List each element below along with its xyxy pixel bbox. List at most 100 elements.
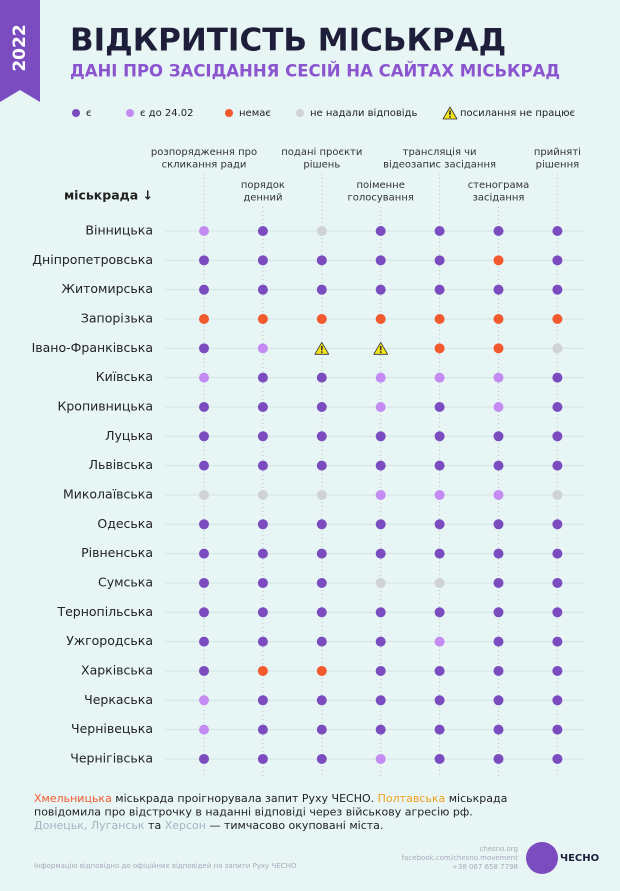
column-header: розпорядження про [151,147,257,158]
column-header: голосування [347,193,413,204]
status-dot [493,548,504,559]
status-dot [199,284,209,295]
status-dot [316,665,327,676]
status-dot [493,489,504,500]
status-dot [316,548,327,559]
contact: chesno.org [479,845,518,853]
note-segment: повідомила про відстрочку в наданні відп… [34,806,473,819]
status-dot [434,401,445,412]
contact: +38 067 658 7798 [452,863,518,871]
status-dot [199,226,209,236]
status-dot [199,343,209,354]
status-dot [257,753,268,764]
status-dot [199,753,209,764]
row-label: Чернівецька [71,721,153,736]
status-dot [434,548,445,559]
status-dot [375,489,386,500]
status-dot [552,313,563,324]
row-label: Одеська [97,516,153,531]
note-segment: та [145,819,165,832]
status-dot [316,753,327,764]
note: Хмельницька міськрада проігнорувала запи… [34,792,507,805]
column-header: прийняті [534,146,581,158]
status-dot [434,460,445,471]
status-dot [257,226,268,236]
row-label: Чернігівська [70,750,153,765]
status-dot [552,577,563,588]
note-segment: Херсон [165,819,206,832]
status-dot [316,607,327,618]
status-dot [434,636,445,647]
row-label: Житомирська [62,281,153,296]
row-label: Черкаська [84,692,153,707]
note-segment: Донецьк, Луганськ [34,819,145,832]
status-dot [316,401,327,412]
status-dot [375,431,386,442]
status-dot [199,372,209,383]
status-dot [257,401,268,412]
status-dot [552,372,563,383]
column-header: подані проєкти [281,146,362,158]
status-dot [375,226,386,236]
row-label: Івано-Франківська [32,340,153,355]
status-dot [199,548,209,559]
status-dot [493,724,504,735]
status-dot [375,607,386,618]
status-dot [257,548,268,559]
title: ВІДКРИТІСТЬ МІСЬКРАД [70,23,506,59]
row-label: Харківська [81,662,153,677]
row-label: Ужгородська [66,633,153,648]
logo-text: ЧЕСНО [560,853,599,864]
status-dot [434,665,445,676]
row-label: Тернопільська [56,604,153,619]
status-dot [552,724,563,735]
status-dot [316,284,327,295]
badge [0,0,40,102]
note-segment: Полтавська [378,792,446,805]
status-dot [316,372,327,383]
status-dot [434,753,445,764]
row-label: Кропивницька [57,398,153,413]
warning-icon [314,341,330,355]
column-header: рішень [303,159,340,171]
status-dot [257,519,268,530]
row-label: Миколаївська [63,486,153,501]
status-dot [493,255,504,266]
logo [526,842,558,874]
status-dot [434,313,445,324]
column-header: скликання ради [162,160,247,171]
status-dot [199,431,209,442]
column-header: денний [243,193,282,204]
status-dot [257,636,268,647]
status-dot [552,431,563,442]
row-label: Запорізька [81,310,153,325]
column-header: рішення [536,159,580,171]
warning-icon [442,106,458,120]
status-dot [552,607,563,618]
warning-bar [379,345,382,351]
status-dot [375,695,386,706]
status-dot [375,313,386,324]
status-dot [493,460,504,471]
status-dot [552,753,563,764]
status-dot [199,460,209,471]
status-dot [493,665,504,676]
status-dot [257,695,268,706]
status-dot [552,226,563,236]
legend-dot [72,109,80,117]
status-dot [257,489,268,500]
status-dot [316,577,327,588]
status-dot [257,665,268,676]
legend-label: немає [239,108,271,119]
status-dot [434,519,445,530]
row-label: Київська [96,369,153,384]
legend-label: не надали відповідь [310,107,417,119]
column-header: засідання [473,192,525,204]
status-dot [199,313,209,324]
status-dot [375,665,386,676]
status-dot [434,695,445,706]
status-dot [257,607,268,618]
column-header: поіменне [357,179,405,191]
